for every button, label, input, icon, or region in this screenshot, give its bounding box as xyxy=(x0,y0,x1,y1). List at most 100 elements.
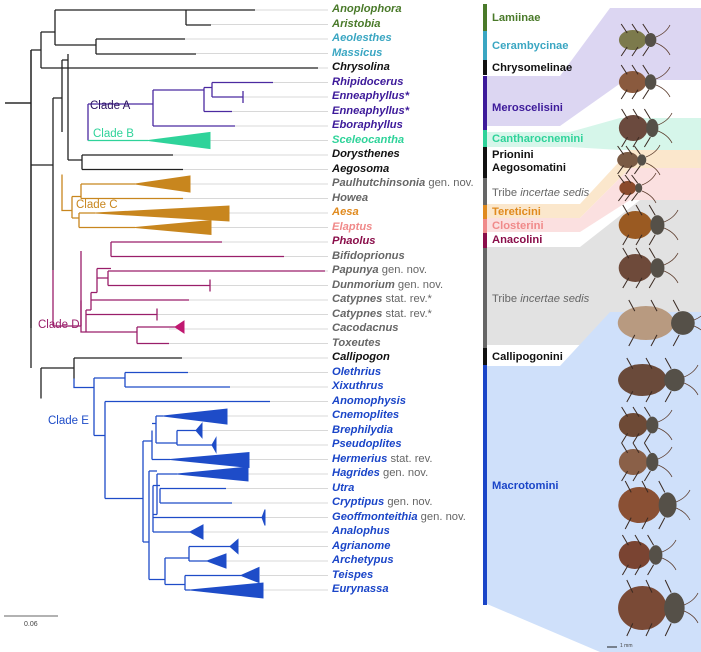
branch-callipogon xyxy=(40,357,182,399)
beetle-leg xyxy=(645,579,653,593)
beetle-leg xyxy=(620,46,628,57)
tribe-label: Closterini xyxy=(492,220,544,233)
tribe-label: Tribe incertae sedis xyxy=(492,187,589,200)
taxon-label: Cryptipus gen. nov. xyxy=(332,496,433,509)
beetle-pronotum xyxy=(650,215,665,235)
taxon-name: Catypnes xyxy=(332,293,383,305)
tribe-label: Tribe incertae sedis xyxy=(492,293,589,306)
beetle-leg xyxy=(621,564,629,576)
beetle-pronotum xyxy=(648,545,663,565)
beetle-specimen-photo xyxy=(618,442,673,482)
beetle-pronotum xyxy=(650,258,665,278)
tribe-bar xyxy=(483,76,487,130)
tribe-name: Tribe xyxy=(492,293,521,305)
taxon-label: Papunya gen. nov. xyxy=(332,264,427,277)
taxon-label: Catypnes stat. rev.* xyxy=(332,308,432,321)
tribe-group: Meroscelisini xyxy=(483,76,601,130)
taxon-label: Dorysthenes xyxy=(332,148,400,161)
beetle-leg xyxy=(664,390,672,403)
collapsed-aesa xyxy=(134,175,191,193)
taxon-label: Geoffmonteithia gen. nov. xyxy=(332,511,466,524)
tribe-group: Callipogonini xyxy=(483,348,601,365)
band-macrotomini xyxy=(487,312,701,652)
beetle-specimen-photo xyxy=(618,204,679,246)
tribe-name: Cantharocnemini xyxy=(492,133,584,145)
beetle-leg xyxy=(621,406,629,417)
taxon-label: Phaolus xyxy=(332,235,376,248)
beetle-specimen-photo xyxy=(618,579,699,637)
tribe-group: Tribe incertae sedis xyxy=(483,178,601,205)
beetle-leg xyxy=(658,517,666,530)
taxon-name: Enneaphyllus* xyxy=(332,90,410,102)
tribe-label: Lamiinae xyxy=(492,12,541,25)
tribe-bar xyxy=(483,60,487,75)
beetle-antenna xyxy=(641,190,657,204)
taxon-label: Xixuthrus xyxy=(332,380,384,393)
beetle-leg xyxy=(624,174,632,184)
taxon-name: Sceleocantha xyxy=(332,133,405,146)
tribe-name: Aegosomatini xyxy=(492,162,566,174)
taxon-label: Teispes xyxy=(332,569,373,582)
taxon-label: Howea xyxy=(332,192,368,205)
taxon-label: Anoplophora xyxy=(332,3,402,16)
taxon-label: Enneaphyllus* xyxy=(332,90,409,103)
beetle-leg xyxy=(621,534,629,546)
beetle-pronotum xyxy=(658,492,677,518)
taxon-name: Toxeutes xyxy=(332,336,381,349)
beetle-leg xyxy=(628,299,636,312)
taxon-label: Elaptus xyxy=(332,221,372,234)
tribe-label: Chrysomelinae xyxy=(492,62,572,75)
tribe-label: Prionini Aegosomatini xyxy=(492,149,566,175)
beetle-antenna xyxy=(683,592,699,606)
beetle-leg xyxy=(648,277,656,289)
taxon-name: Anoplophora xyxy=(332,3,402,15)
beetle-elytra xyxy=(618,487,661,523)
beetle-elytra xyxy=(618,254,653,282)
tribe-name: Closterini xyxy=(492,220,544,232)
collapsed-clade-b xyxy=(147,131,211,150)
tribe-bar xyxy=(483,219,487,233)
beetle-pronotum xyxy=(664,368,685,392)
beetle-antenna xyxy=(663,209,679,223)
beetle-leg xyxy=(617,145,625,155)
taxon-name: Catypnes xyxy=(332,307,383,320)
beetle-leg xyxy=(620,64,628,75)
taxon-status: stat. rev.* xyxy=(382,307,432,320)
taxon-label: Catypnes stat. rev.* xyxy=(332,293,432,306)
taxon-name: Cacodacnus xyxy=(332,322,399,334)
beetle-leg xyxy=(647,534,655,546)
taxon-status: stat. rev. xyxy=(387,452,433,465)
beetle-leg xyxy=(643,136,651,148)
beetle-antenna xyxy=(657,464,673,478)
clade-e-label: Clade E xyxy=(48,415,89,427)
taxon-label: Chrysolina xyxy=(332,61,390,74)
taxon-status: gen. nov. xyxy=(378,264,427,276)
tribe-group: Closterini xyxy=(483,219,601,233)
beetle-antenna xyxy=(683,382,699,396)
beetle-antenna xyxy=(657,112,673,126)
beetle-specimen-photo xyxy=(617,144,661,176)
tribe-name: Anacolini xyxy=(492,234,543,246)
tribe-name: Tribe xyxy=(492,187,521,199)
taxon-name: Howea xyxy=(332,191,369,204)
taxon-name: Callipogon xyxy=(332,351,390,363)
tribe-name: Meroscelisini xyxy=(492,102,563,114)
beetle-leg xyxy=(617,192,625,202)
taxon-name: Paulhutchinsonia xyxy=(332,177,426,189)
taxon-label: Bifidoprionus xyxy=(332,250,405,263)
beetle-pronotum xyxy=(635,183,643,193)
taxon-name: Analophus xyxy=(332,525,390,537)
taxon-label: Cacodacnus xyxy=(332,322,399,335)
tribe-name: Chrysomelinae xyxy=(492,62,573,74)
taxon-name: Olethrius xyxy=(332,365,382,378)
clade-c-label: Clade C xyxy=(76,199,118,211)
taxon-label: Paulhutchinsonia gen. nov. xyxy=(332,177,474,190)
beetle-leg xyxy=(642,89,650,100)
specimen-photos xyxy=(617,23,701,637)
beetle-specimen-photo xyxy=(618,247,679,289)
taxon-label: Aesa xyxy=(332,206,359,219)
beetle-leg xyxy=(641,517,649,530)
beetle-leg xyxy=(648,247,656,259)
taxon-label: Aeolesthes xyxy=(332,32,392,45)
collapsed-archetypus xyxy=(205,553,227,569)
